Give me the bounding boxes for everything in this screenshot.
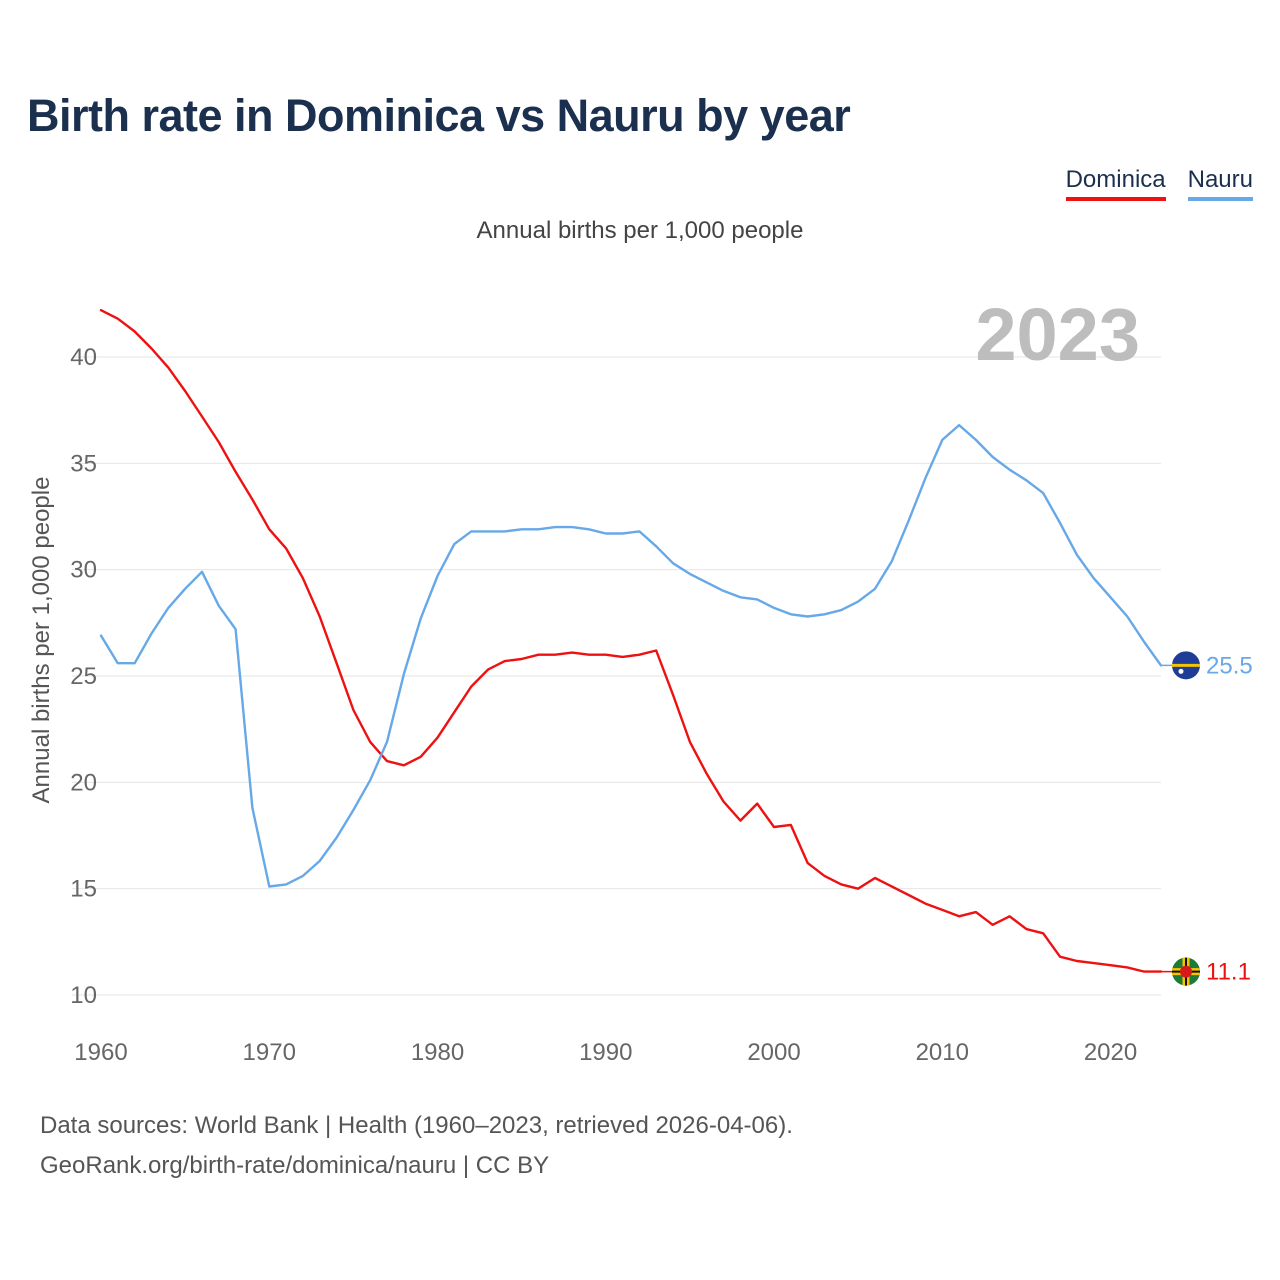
x-tick-label-1980: 1980 (411, 1039, 464, 1066)
y-tick-label-30: 30 (70, 557, 97, 584)
legend-item-dominica[interactable]: Dominica (1065, 166, 1166, 201)
tick-layer: 10 15 20 25 30 35 40 1960 1970 1980 1990 2000 2010 20… (70, 344, 1137, 1066)
x-tick-label-1970: 1970 (243, 1039, 296, 1066)
legend-item-nauru[interactable]: Nauru (1187, 166, 1253, 201)
source-note: Data sources: World Bank | Health (1960–… (40, 1106, 793, 1186)
grid-layer (72, 356, 1161, 996)
series-line-nauru[interactable] (99, 423, 1163, 888)
x-tick-label-1990: 1990 (579, 1039, 632, 1066)
y-tick-label-20: 20 (70, 769, 97, 796)
y-tick-label-10: 10 (70, 982, 97, 1009)
series-line-dominica[interactable] (99, 309, 1163, 973)
line-chart: 10 15 20 25 30 35 40 1960 1970 1980 1990 2000 2010 20… (70, 309, 1253, 1066)
end-value-label-nauru: 25.5 (1206, 652, 1253, 679)
x-tick-label-2020: 2020 (1084, 1039, 1137, 1066)
flag-dominica-icon (1172, 957, 1200, 986)
chart-title: Birth rate in Dominica vs Nauru by year (27, 90, 851, 141)
legend: Dominica Nauru (1065, 166, 1253, 201)
x-tick-label-2010: 2010 (916, 1039, 969, 1066)
end-value-label-dominica: 11.1 (1206, 959, 1251, 986)
source-line-2[interactable]: GeoRank.org/birth-rate/dominica/nauru | … (40, 1152, 550, 1179)
marker-layer: 11.1 25.5 (1161, 651, 1253, 986)
chart-subtitle: Annual births per 1,000 people (476, 217, 804, 244)
y-tick-label-40: 40 (70, 344, 97, 371)
y-tick-label-35: 35 (70, 450, 97, 477)
y-tick-label-15: 15 (70, 876, 97, 903)
flag-nauru-icon (1172, 651, 1200, 680)
x-tick-label-2000: 2000 (747, 1039, 800, 1066)
source-line-1: Data sources: World Bank | Health (1960–… (40, 1112, 793, 1139)
series-layer (99, 309, 1163, 973)
year-display: 2023 (975, 293, 1140, 376)
y-tick-label-25: 25 (70, 663, 97, 690)
x-tick-label-1960: 1960 (74, 1039, 127, 1066)
